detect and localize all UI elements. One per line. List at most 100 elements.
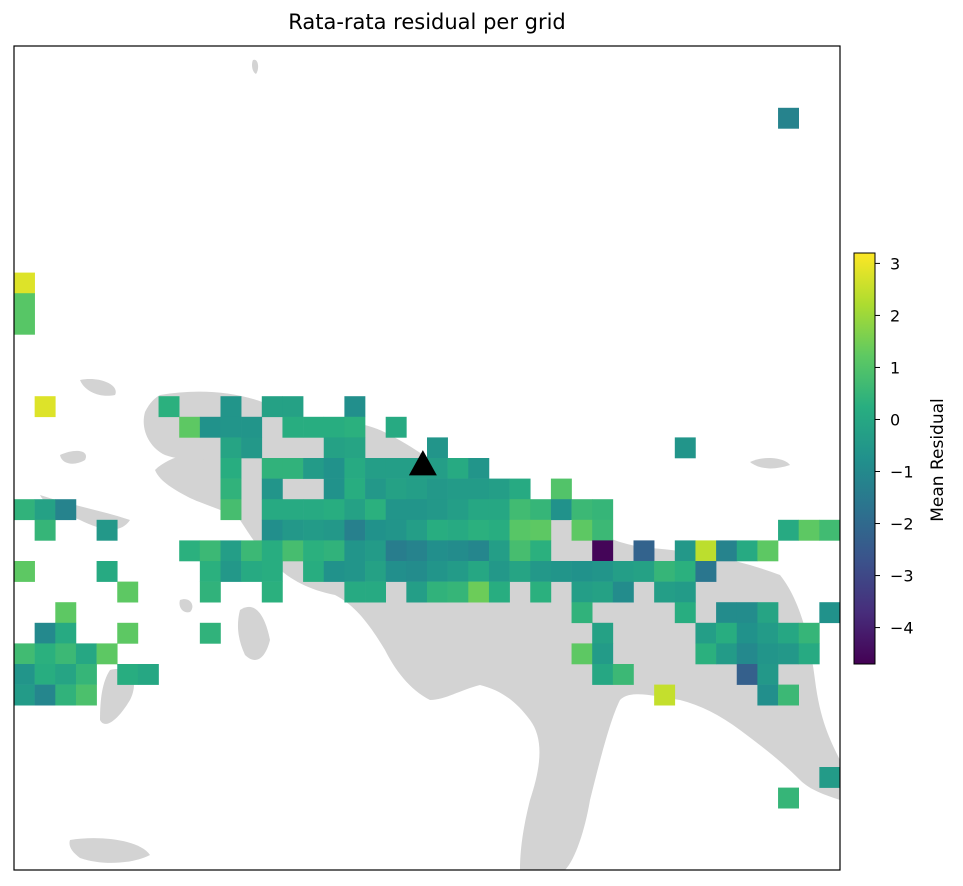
heatmap-cell xyxy=(447,581,469,603)
heatmap-cell xyxy=(365,540,386,562)
heatmap-cell xyxy=(592,561,614,582)
heatmap-cell xyxy=(674,581,696,603)
heatmap-cell xyxy=(633,540,655,562)
heatmap-cell xyxy=(323,540,345,562)
heatmap-cell xyxy=(282,458,304,479)
heatmap-cell xyxy=(468,458,490,479)
heatmap-cell xyxy=(365,458,386,479)
heatmap-cell xyxy=(199,416,221,438)
heatmap-cell xyxy=(344,581,366,603)
heatmap-cell xyxy=(488,540,510,562)
heatmap-cell xyxy=(592,664,614,685)
heatmap-cell xyxy=(282,396,304,418)
heatmap-cell xyxy=(819,767,840,788)
heatmap-cell xyxy=(55,643,77,665)
heatmap-cell xyxy=(819,519,840,541)
heatmap-cell xyxy=(468,519,490,541)
heatmap-cell xyxy=(261,519,283,541)
heatmap-cell xyxy=(14,293,35,315)
heatmap-cell xyxy=(385,561,407,582)
heatmap-cell xyxy=(34,519,56,541)
heatmap-cell xyxy=(199,622,221,644)
heatmap-cell xyxy=(385,519,407,541)
heatmap-cell xyxy=(798,622,820,644)
heatmap-cell xyxy=(530,561,552,582)
heatmap-cell xyxy=(303,416,325,438)
heatmap-cell xyxy=(406,561,428,582)
heatmap-cell xyxy=(365,561,386,582)
heatmap-cell xyxy=(199,540,221,562)
heatmap-cell xyxy=(241,561,263,582)
heatmap-cell xyxy=(716,643,738,665)
heatmap-cell xyxy=(530,581,552,603)
heatmap-cell xyxy=(14,561,35,582)
heatmap-cell xyxy=(695,540,717,562)
heatmap-cell xyxy=(447,478,469,500)
heatmap-cell xyxy=(757,684,779,706)
heatmap-cell xyxy=(323,478,345,500)
heatmap-cell xyxy=(674,561,696,582)
heatmap-cell xyxy=(406,581,428,603)
heatmap-cell xyxy=(592,519,614,541)
heatmap-cell xyxy=(365,499,386,521)
heatmap-cell xyxy=(55,684,77,706)
marker-layer xyxy=(408,450,437,476)
heatmap-cell xyxy=(798,643,820,665)
heatmap-cell xyxy=(220,540,242,562)
heatmap-cell xyxy=(488,581,510,603)
heatmap-cell xyxy=(654,581,676,603)
heatmap-cell xyxy=(695,643,717,665)
heatmap-cell xyxy=(530,519,552,541)
heatmap-cell xyxy=(447,499,469,521)
heatmap-cell xyxy=(757,540,779,562)
heatmap-cell xyxy=(344,499,366,521)
heatmap-cell xyxy=(447,540,469,562)
heatmap-cell xyxy=(241,437,263,459)
heatmap-cell xyxy=(282,499,304,521)
heatmap-cell xyxy=(427,519,448,541)
heatmap-cells xyxy=(14,107,840,809)
heatmap-cell xyxy=(34,664,56,685)
heatmap-cell xyxy=(509,561,531,582)
heatmap-cell xyxy=(117,664,139,685)
colorbar-tick-label: −2 xyxy=(890,515,914,534)
heatmap-cell xyxy=(757,622,779,644)
heatmap-cell xyxy=(55,622,77,644)
heatmap-cell xyxy=(261,540,283,562)
heatmap-cell xyxy=(96,561,118,582)
heatmap-cell xyxy=(75,664,97,685)
heatmap-cell xyxy=(633,561,655,582)
heatmap-cell xyxy=(674,602,696,624)
heatmap-cell xyxy=(468,540,490,562)
heatmap-cell xyxy=(550,499,572,521)
heatmap-cell xyxy=(571,643,593,665)
heatmap-cell xyxy=(117,622,139,644)
heatmap-cell xyxy=(34,622,56,644)
land-island-1 xyxy=(60,450,86,464)
heatmap-cell xyxy=(550,561,572,582)
colorbar-tick-label: 2 xyxy=(890,306,900,325)
heatmap-cell xyxy=(261,396,283,418)
heatmap-cell xyxy=(530,499,552,521)
heatmap-cell xyxy=(365,581,386,603)
heatmap-cell xyxy=(427,540,448,562)
heatmap-cell xyxy=(757,602,779,624)
heatmap-cell xyxy=(488,478,510,500)
land-island-4 xyxy=(237,606,270,660)
heatmap-cell xyxy=(385,458,407,479)
heatmap-cell xyxy=(716,602,738,624)
heatmap-cell xyxy=(819,602,840,624)
heatmap-cell xyxy=(778,519,799,541)
heatmap-cell xyxy=(344,458,366,479)
heatmap-cell xyxy=(220,396,242,418)
heatmap-cell xyxy=(736,602,758,624)
heatmap-cell xyxy=(447,561,469,582)
heatmap-cell xyxy=(303,561,325,582)
colorbar-tick-label: 3 xyxy=(890,254,900,273)
heatmap-cell xyxy=(385,478,407,500)
heatmap-cell xyxy=(261,561,283,582)
heatmap-cell xyxy=(406,478,428,500)
heatmap-cell xyxy=(427,478,448,500)
heatmap-cell xyxy=(427,437,448,459)
